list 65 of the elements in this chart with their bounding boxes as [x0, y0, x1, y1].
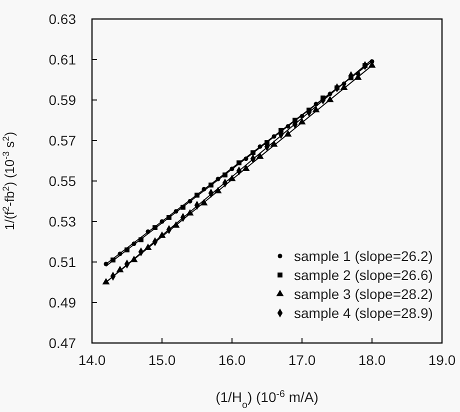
point	[270, 140, 278, 147]
point	[104, 262, 108, 266]
point	[188, 198, 192, 204]
point	[300, 114, 304, 118]
point	[166, 215, 172, 220]
legend-label: sample 1 (slope=26.2)	[294, 248, 433, 264]
x-axis-title: (1/H$_{o}$) (10$^{-6}$ m/A)	[216, 388, 318, 410]
x-tick-label: 17.0	[288, 352, 316, 368]
point	[158, 231, 166, 238]
legend-label: sample 4 (slope=28.9)	[294, 305, 433, 321]
point	[202, 186, 206, 192]
point	[124, 247, 130, 252]
y-tick-label: 0.53	[48, 214, 76, 230]
legend-label: sample 2 (slope=26.6)	[294, 267, 433, 283]
legend-label: sample 3 (slope=28.2)	[294, 286, 433, 302]
point	[138, 237, 144, 242]
point	[116, 266, 124, 272]
point	[180, 204, 186, 210]
point	[250, 150, 256, 156]
x-tick-label: 15.0	[148, 352, 176, 368]
point	[152, 225, 158, 230]
x-tick-label: 19.0	[428, 352, 456, 368]
y-tick-label: 0.49	[48, 294, 76, 310]
y-tick-label: 0.63	[48, 11, 76, 27]
point	[118, 252, 122, 256]
point	[312, 106, 320, 112]
point	[110, 258, 116, 262]
point	[160, 219, 164, 224]
y-tick-label: 0.59	[48, 92, 76, 108]
point	[298, 118, 306, 124]
y-tick-label: 0.57	[48, 132, 76, 148]
point	[186, 209, 194, 216]
point	[102, 278, 110, 284]
point	[174, 209, 178, 214]
point	[230, 166, 234, 172]
point	[242, 164, 250, 171]
point	[222, 172, 228, 178]
x-tick-label: 16.0	[218, 352, 246, 368]
y-tick-label: 0.61	[48, 52, 76, 68]
point	[272, 134, 276, 139]
point	[214, 186, 222, 194]
point	[228, 174, 236, 182]
point	[146, 229, 150, 234]
x-tick-label: 18.0	[358, 352, 386, 368]
point	[314, 102, 318, 106]
point	[200, 198, 208, 206]
point	[236, 160, 242, 166]
point	[144, 244, 152, 250]
point	[284, 130, 292, 137]
point	[208, 182, 214, 188]
point	[194, 192, 200, 198]
point	[326, 96, 334, 102]
point	[132, 242, 136, 246]
point	[258, 144, 262, 149]
point	[216, 176, 220, 182]
point	[328, 92, 332, 96]
y-tick-label: 0.47	[48, 335, 76, 351]
point	[130, 256, 138, 262]
point	[286, 124, 290, 129]
y-tick-label: 0.55	[48, 173, 76, 189]
point	[256, 152, 264, 159]
x-tick-label: 14.0	[78, 352, 106, 368]
point	[244, 156, 248, 161]
y-tick-label: 0.51	[48, 254, 76, 270]
point	[172, 221, 180, 228]
